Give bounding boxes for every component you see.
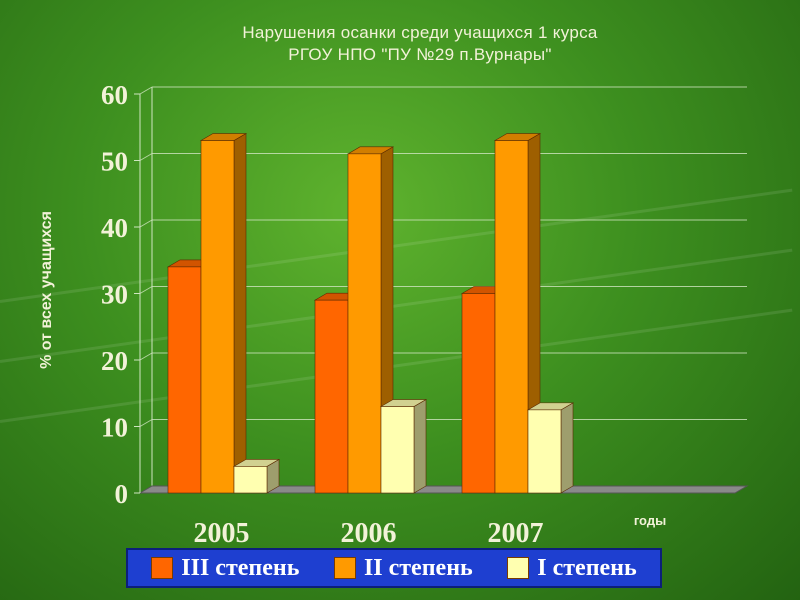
gridline-side: [139, 86, 153, 95]
chart-title-line-2: РГОУ НПО "ПУ №29 п.Вурнары": [288, 45, 552, 64]
bar-2006-series-1: [314, 299, 349, 494]
legend-label-series-1: III степень: [181, 554, 300, 581]
legend-label-series-2: II степень: [363, 554, 473, 581]
gridline-side: [139, 352, 153, 361]
bar-2005-series-3: [233, 466, 268, 494]
chart-title-line-1: Нарушения осанки среди учащихся 1 курса: [242, 23, 598, 42]
legend-label-series-3: I степень: [537, 554, 637, 581]
bar-2006-series-3: [380, 406, 415, 494]
y-tick-label: 50: [101, 147, 128, 177]
legend-swatch-series-3: [507, 557, 530, 579]
y-tick-label: 30: [101, 280, 128, 310]
legend-swatch-series-1: [151, 557, 174, 579]
bar-side: [560, 402, 574, 494]
x-tick-label: 2005: [194, 518, 250, 549]
bar-2007-series-3: [527, 409, 562, 494]
gridline-side: [139, 286, 153, 294]
legend-item-series-1: III степень: [151, 555, 299, 582]
chart-title: Нарушения осанки среди учащихся 1 курса …: [170, 22, 670, 66]
y-tick-label: 60: [101, 80, 128, 110]
y-tick-label: 20: [101, 346, 128, 376]
bar-side: [233, 133, 247, 494]
y-tick-label: 0: [115, 479, 129, 509]
bar-side: [413, 399, 427, 494]
y-tick-label: 10: [101, 413, 128, 443]
x-tick-label: 2006: [341, 518, 397, 549]
bar-2005-series-1: [167, 266, 202, 494]
legend-item-series-3: I степень: [507, 554, 637, 582]
chart-legend: III степень II степень I степень: [126, 548, 662, 588]
gridline-side: [139, 153, 153, 161]
bar-2007-series-1: [461, 293, 496, 494]
legend-swatch-series-2: [333, 557, 356, 579]
x-axis-label: годы: [634, 513, 666, 528]
bar-2006-series-2: [347, 153, 382, 494]
x-tick-label: 2007: [488, 518, 544, 549]
y-tick-label: 40: [101, 213, 128, 243]
gridline-side: [139, 219, 153, 228]
legend-item-series-2: II степень: [333, 554, 473, 582]
bar-2007-series-2: [494, 140, 529, 494]
gridline-side: [139, 419, 153, 427]
bar-2005-series-2: [200, 140, 235, 494]
